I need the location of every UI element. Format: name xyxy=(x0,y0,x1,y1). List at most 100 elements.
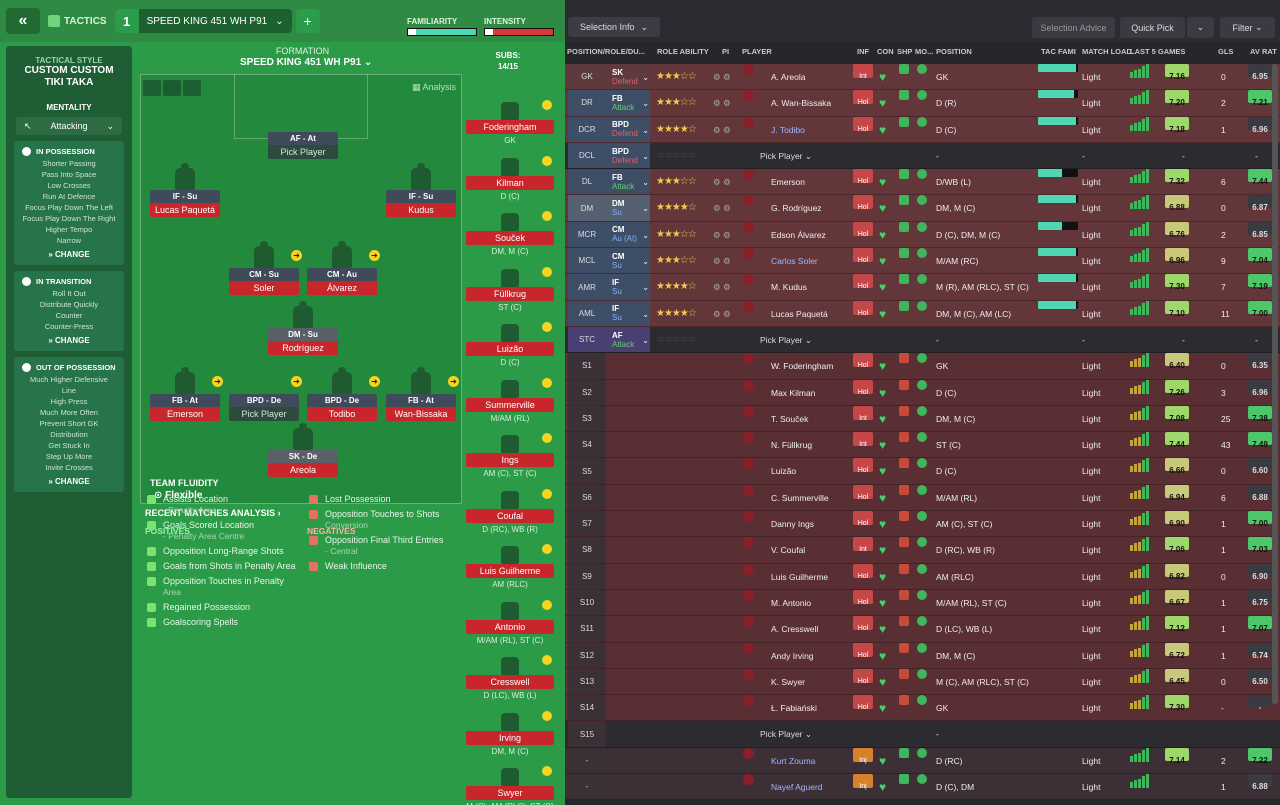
pitch-player-slot[interactable]: FB - At Emerson xyxy=(150,367,220,421)
chevron-down-icon[interactable]: ⌄ xyxy=(642,229,650,240)
sub-instruction-icon[interactable] xyxy=(542,710,552,721)
role-duty[interactable]: BPD Defend xyxy=(606,116,650,142)
player-name[interactable]: Soler xyxy=(229,281,299,295)
player-name[interactable]: Lucas Paquetá xyxy=(150,203,220,217)
player-instructions-icon[interactable]: ⚙ ⚙ xyxy=(713,308,731,319)
table-row[interactable]: MCR CM Au (At) ⌄ ★★★☆☆ ⚙ ⚙ Edson Álvarez Hol ♥ D … xyxy=(565,221,1280,249)
sub-instruction-icon[interactable] xyxy=(542,266,552,277)
player-instructions-icon[interactable]: ⚙ ⚙ xyxy=(713,229,731,240)
pick-player-dropdown[interactable]: Pick Player ⌄ xyxy=(760,334,812,345)
sub-player[interactable]: Irving DM, M (C) xyxy=(466,712,554,756)
sub-player[interactable]: Luizão D (C) xyxy=(466,324,554,367)
chevron-down-icon[interactable]: ⌄ xyxy=(642,72,650,82)
position-slot[interactable]: S2 xyxy=(568,379,606,405)
player-name[interactable]: Rodríguez xyxy=(268,341,338,355)
sub-instruction-icon[interactable] xyxy=(542,599,552,610)
bar-chart-icon[interactable] xyxy=(163,80,181,96)
column-header[interactable]: ROLE ABILITY xyxy=(657,47,709,56)
table-row[interactable]: GK SK Defend ⌄ ★★★☆☆ ⚙ ⚙ A. Areola Int ♥ GK Light 7… xyxy=(565,64,1280,91)
sub-player-name[interactable]: Irving xyxy=(466,730,554,745)
table-row[interactable]: S15 Pick Player ⌄ - xyxy=(565,721,1280,748)
column-header[interactable]: INF xyxy=(857,47,870,56)
player-name[interactable]: C. Summerville xyxy=(771,492,829,503)
sub-player-name[interactable]: Foderingham xyxy=(466,120,554,134)
out-of-possession-change-button[interactable]: » CHANGE xyxy=(48,477,90,486)
sub-instruction-icon[interactable] xyxy=(542,100,552,110)
sub-player-name[interactable]: Ings xyxy=(466,453,554,467)
sub-player[interactable]: Antonio M/AM (RL), ST (C) xyxy=(466,601,554,645)
familiarity-bar[interactable] xyxy=(407,28,477,36)
table-row[interactable]: STC AF Attack ⌄ ☆☆☆☆☆ Pick Player ⌄ - - - - xyxy=(565,326,1280,354)
sub-player-name[interactable]: Souček xyxy=(466,231,554,245)
table-row[interactable]: DCL BPD Defend ⌄ ☆☆☆☆☆ Pick Player ⌄ - - - - xyxy=(565,142,1280,170)
table-row[interactable]: DCR BPD Defend ⌄ ★★★★☆ ⚙ ⚙ J. Todibo Hol ♥ D (C) L… xyxy=(565,116,1280,143)
player-name[interactable]: Emerson xyxy=(150,407,220,421)
table-row[interactable]: AMR IF Su ⌄ ★★★★☆ ⚙ ⚙ M. Kudus Hol ♥ M (R), AM (R… xyxy=(565,274,1280,301)
sub-player[interactable]: Kilman D (C) xyxy=(466,157,554,201)
quick-pick-button[interactable]: Quick Pick xyxy=(1120,17,1185,38)
player-name[interactable]: N. Füllkrug xyxy=(771,440,813,451)
position-slot[interactable]: S3 xyxy=(568,405,606,432)
player-name[interactable]: A. Areola xyxy=(771,72,806,82)
sub-player[interactable]: Foderingham GK xyxy=(466,102,554,145)
pick-player-dropdown[interactable]: Pick Player ⌄ xyxy=(760,729,812,740)
sub-player-name[interactable]: Summerville xyxy=(466,397,554,412)
sub-player[interactable]: Summerville M/AM (RL) xyxy=(466,379,554,423)
column-header[interactable]: MO... xyxy=(915,47,934,56)
role-duty[interactable]: IF Su xyxy=(606,274,650,300)
player-instructions-icon[interactable]: ⚙ ⚙ xyxy=(713,72,731,82)
player-name[interactable]: Lucas Paquetá xyxy=(771,308,828,319)
position-slot[interactable]: S13 xyxy=(568,668,606,695)
back-button[interactable]: « xyxy=(6,8,40,34)
pitch-player-slot[interactable]: IF - Su Lucas Paquetá xyxy=(150,163,220,217)
player-name[interactable]: V. Coufal xyxy=(771,545,806,556)
pitch-player-slot[interactable]: AF - At Pick Player xyxy=(268,110,338,159)
recent-matches-analysis-link[interactable]: RECENT MATCHES ANALYSIS › xyxy=(145,508,281,518)
sub-player[interactable]: Souček DM, M (C) xyxy=(466,213,554,256)
position-slot[interactable]: MCL xyxy=(568,248,606,274)
table-row[interactable]: S9 Luis Guilherme Hol ♥ AM (RLC) Light 6.82 0 6.… xyxy=(565,563,1280,590)
chevron-down-icon[interactable]: ⌄ xyxy=(642,150,650,161)
player-name[interactable]: Emerson xyxy=(771,177,806,188)
table-row[interactable]: S4 N. Füllkrug Int ♥ ST (C) Light 7.44 43 7.49 xyxy=(565,432,1280,459)
pitch-player-slot[interactable]: DM - Su Rodríguez xyxy=(268,301,338,355)
player-name[interactable]: Areola xyxy=(268,463,338,477)
chevron-down-icon[interactable]: ⌄ xyxy=(642,98,650,109)
column-header[interactable]: POSITION/ROLE/DU... xyxy=(567,47,645,56)
tactical-style-name[interactable]: CUSTOM CUSTOM xyxy=(24,65,114,76)
position-slot[interactable]: DL xyxy=(568,169,606,195)
player-instruction-icon[interactable]: ➜ xyxy=(369,376,380,387)
position-slot[interactable]: DCL xyxy=(568,142,606,169)
chevron-down-icon[interactable]: ⌄ xyxy=(642,256,650,267)
player-instructions-icon[interactable]: ⚙ ⚙ xyxy=(713,98,731,109)
position-slot[interactable]: S12 xyxy=(568,642,606,668)
pitch-player-slot[interactable]: CM - Au Álvarez xyxy=(307,241,377,295)
position-slot[interactable]: S6 xyxy=(568,484,606,511)
intensity-bar[interactable] xyxy=(484,28,554,36)
sub-player-name[interactable]: Swyer xyxy=(466,786,554,800)
table-row[interactable]: DR FB Attack ⌄ ★★★☆☆ ⚙ ⚙ A. Wan-Bissaka Hol ♥ D (… xyxy=(565,90,1280,117)
table-row[interactable]: - Kurt Zouma Inj ♥ D (RC) Light 7.14 2 7.22 xyxy=(565,747,1280,775)
chevron-down-icon[interactable]: ⌄ xyxy=(642,124,650,135)
table-row[interactable]: S2 Max Kilman Hol ♥ D (C) Light 7.26 3 6.96 xyxy=(565,379,1280,406)
position-slot[interactable]: S10 xyxy=(568,589,606,616)
player-name[interactable]: Edson Álvarez xyxy=(771,229,826,240)
role-duty[interactable]: BPD Defend xyxy=(606,142,650,169)
sub-player[interactable]: Cresswell D (LC), WB (L) xyxy=(466,657,554,700)
table-row[interactable]: DL FB Attack ⌄ ★★★☆☆ ⚙ ⚙ Emerson Hol ♥ D/WB (L) Li… xyxy=(565,169,1280,196)
table-row[interactable]: S3 T. Souček Int ♥ DM, M (C) Light 7.08 25 7.38 xyxy=(565,405,1280,433)
sub-instruction-icon[interactable] xyxy=(542,488,552,499)
player-name[interactable]: Luis Guilherme xyxy=(771,571,829,582)
column-header[interactable]: SHP xyxy=(897,47,913,56)
sub-player-name[interactable]: Antonio xyxy=(466,619,554,634)
player-instructions-icon[interactable]: ⚙ ⚙ xyxy=(713,256,731,267)
player-instruction-icon[interactable]: ➜ xyxy=(291,250,302,261)
add-tactic-button[interactable]: + xyxy=(295,9,320,33)
pitch-player-slot[interactable]: SK - De Areola xyxy=(268,423,338,477)
role-duty[interactable]: SK Defend xyxy=(606,64,650,90)
sub-player-name[interactable]: Kilman xyxy=(466,175,554,190)
column-header[interactable]: POSITION xyxy=(936,47,972,56)
chevron-down-icon[interactable]: ⌄ xyxy=(642,308,650,319)
column-header[interactable]: CON xyxy=(877,47,894,56)
player-instructions-icon[interactable]: ⚙ ⚙ xyxy=(713,124,731,135)
